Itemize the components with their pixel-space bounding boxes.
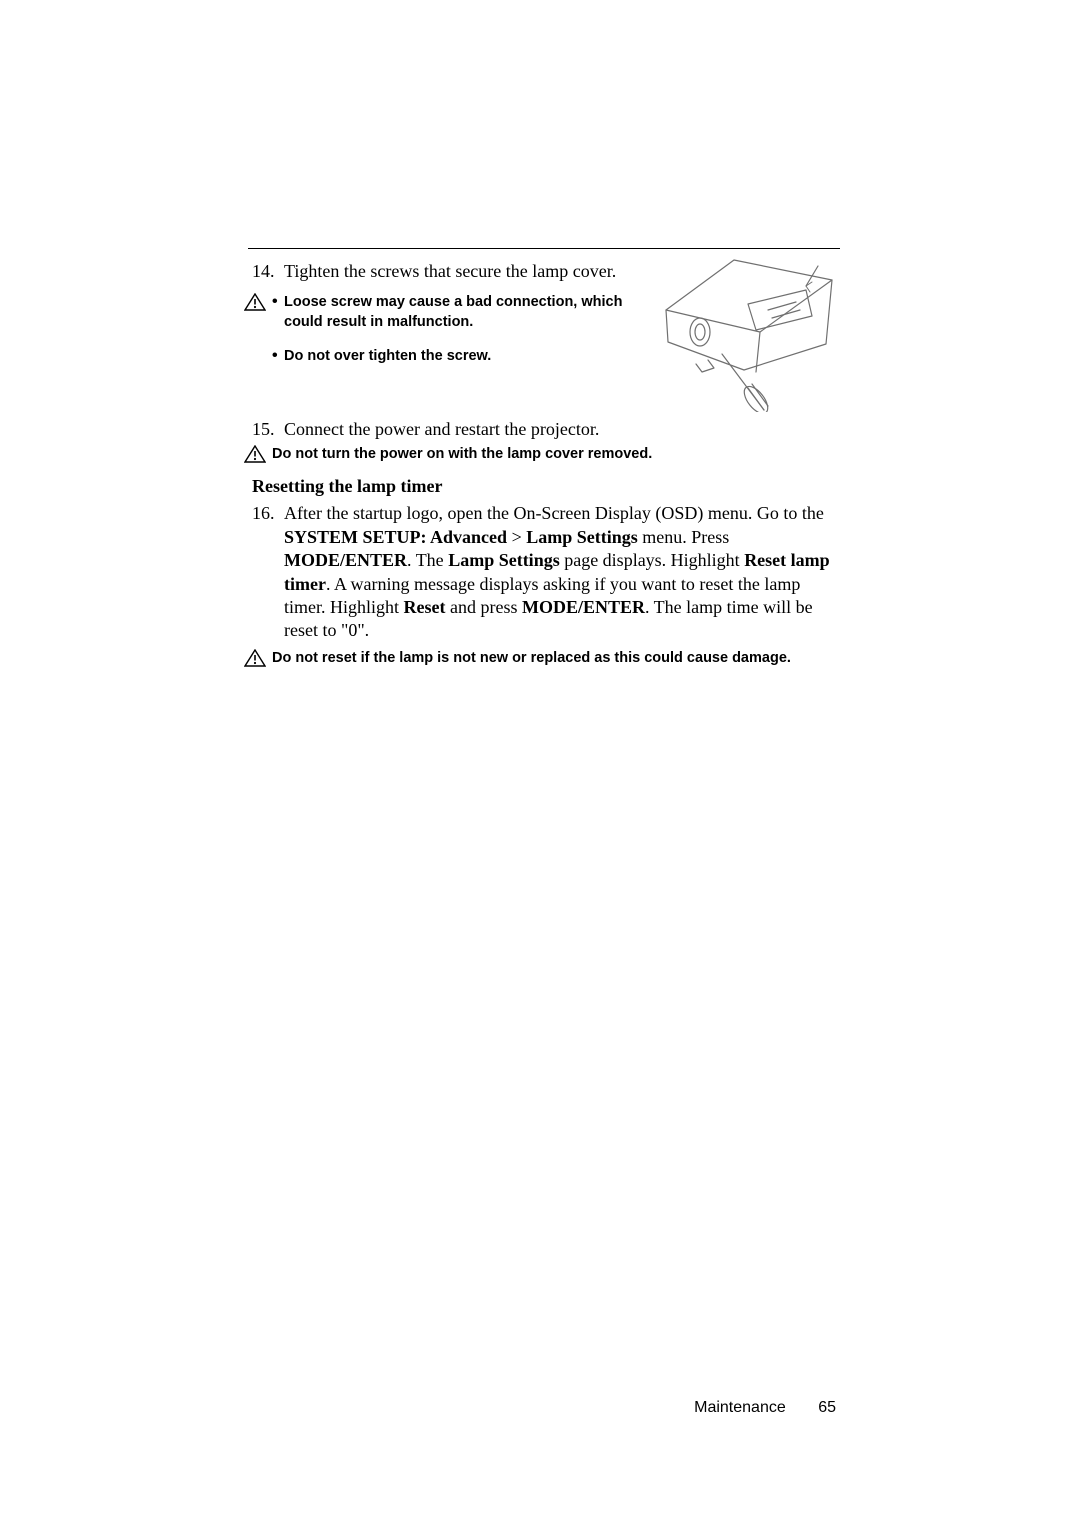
section-step14-and-image: 14. Tighten the screws that secure the l… [244,252,844,412]
caution-block-1b: • Do not over tighten the screw. [244,347,644,367]
caution-text: Do not reset if the lamp is not new or r… [272,649,844,669]
bullet: • [272,293,284,332]
step-14: 14. Tighten the screws that secure the l… [244,260,644,283]
b: Lamp Settings [448,550,560,570]
caution-text: Do not turn the power on with the lamp c… [272,445,844,465]
t: menu. Press [638,527,730,547]
step-number: 16. [252,502,284,642]
page-footer: Maintenance 65 [694,1399,836,1417]
caution-block-1: • Loose screw may cause a bad connection… [244,293,644,332]
projector-illustration [656,252,844,412]
step-15: 15. Connect the power and restart the pr… [244,418,844,441]
step-number: 15. [252,418,284,441]
page: 14. Tighten the screws that secure the l… [0,0,1080,1527]
t: and press [445,597,521,617]
t: . The [407,550,448,570]
b: MODE/ENTER [522,597,645,617]
caution-block-2: Do not turn the power on with the lamp c… [244,445,844,465]
step-text: Connect the power and restart the projec… [284,418,844,441]
top-rule [248,248,840,249]
b: Lamp Settings [526,527,638,547]
step-16: 16. After the startup logo, open the On-… [244,502,844,642]
heading-reset-lamp-timer: Resetting the lamp timer [252,475,844,498]
caution-icon [244,649,266,667]
footer-section: Maintenance [694,1399,786,1416]
caution-icon [244,445,266,463]
caution-text: Do not over tighten the screw. [284,347,644,367]
step-number: 14. [252,260,284,283]
step-text: After the startup logo, open the On-Scre… [284,502,844,642]
b: SYSTEM SETUP: Advanced [284,527,507,547]
b: Reset [404,597,446,617]
caution-text: Loose screw may cause a bad connection, … [284,293,644,332]
footer-page-number: 65 [818,1399,836,1416]
t: > [507,527,526,547]
b: MODE/ENTER [284,550,407,570]
t: page displays. Highlight [560,550,744,570]
section1-left: 14. Tighten the screws that secure the l… [244,252,644,412]
step-text: Tighten the screws that secure the lamp … [284,260,644,283]
caution-icon [244,293,266,311]
caution-block-3: Do not reset if the lamp is not new or r… [244,649,844,669]
bullet: • [272,347,284,367]
t: After the startup logo, open the On-Scre… [284,503,824,523]
